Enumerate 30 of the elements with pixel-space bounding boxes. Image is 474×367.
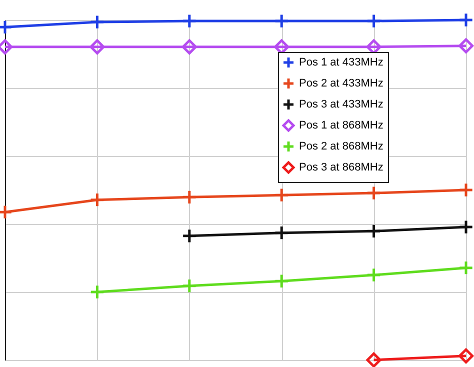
point (182, 190, 197, 205)
point (182, 13, 197, 29)
point (366, 224, 382, 239)
point (366, 185, 382, 201)
legend-label: Pos 3 at 868MHz (299, 162, 384, 174)
point (182, 228, 197, 244)
point (366, 267, 382, 283)
legend-label: Pos 1 at 868MHz (299, 120, 384, 132)
legend-label: Pos 2 at 868MHz (299, 140, 384, 152)
point (274, 274, 290, 289)
point (458, 182, 474, 198)
point (90, 14, 105, 30)
point (182, 39, 197, 54)
point (90, 39, 105, 54)
point (458, 12, 474, 28)
legend-label: Pos 1 at 433MHz (299, 56, 384, 68)
point (274, 13, 290, 29)
point (458, 38, 474, 54)
legend-label: Pos 2 at 433MHz (299, 78, 384, 90)
point (458, 348, 474, 364)
point (90, 284, 105, 300)
point (366, 13, 382, 29)
point (366, 352, 382, 367)
point (274, 225, 290, 240)
point (458, 219, 474, 235)
point (182, 278, 197, 294)
point (90, 192, 105, 208)
legend-label: Pos 3 at 433MHz (299, 98, 384, 110)
point (458, 260, 474, 276)
point (274, 188, 290, 203)
